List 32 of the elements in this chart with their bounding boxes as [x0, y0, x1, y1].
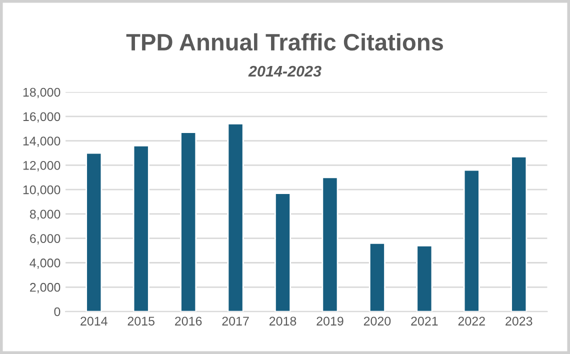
x-tick-label: 2014 — [80, 316, 108, 326]
bar — [86, 152, 102, 312]
chart-title: TPD Annual Traffic Citations — [126, 33, 443, 51]
y-tick-label: 18,000 — [23, 88, 60, 98]
x-tick-label: 2018 — [269, 316, 296, 326]
bar — [227, 123, 244, 312]
bar — [368, 242, 386, 312]
y-tick-label: 10,000 — [23, 185, 60, 196]
x-tick-label: 2019 — [316, 316, 344, 326]
y-tick-label: 12,000 — [23, 161, 60, 172]
y-tick-label: 16,000 — [23, 112, 60, 123]
y-tick-label: 2,000 — [30, 282, 60, 294]
x-tick-label: 2020 — [364, 316, 391, 326]
x-tick-label: 2015 — [128, 316, 154, 326]
bar — [274, 192, 292, 312]
y-tick-label: 0 — [54, 307, 60, 316]
y-tick-label: 8,000 — [30, 210, 60, 220]
x-tick-label: 2016 — [175, 316, 202, 326]
y-tick-label: 6,000 — [30, 234, 60, 244]
y-tick-label: 14,000 — [23, 136, 60, 147]
bar — [180, 132, 197, 312]
x-tick-label: 2017 — [222, 316, 249, 326]
bar — [132, 144, 150, 312]
x-tick-label: 2022 — [458, 316, 485, 326]
bar — [322, 176, 338, 312]
x-tick-label: 2021 — [411, 316, 438, 326]
x-tick-label: 2023 — [506, 316, 532, 326]
bar — [463, 169, 480, 312]
bar — [510, 156, 528, 312]
chart-subtitle: 2014-2023 — [248, 66, 322, 77]
bar — [416, 244, 433, 312]
y-tick-label: 4,000 — [30, 258, 60, 269]
